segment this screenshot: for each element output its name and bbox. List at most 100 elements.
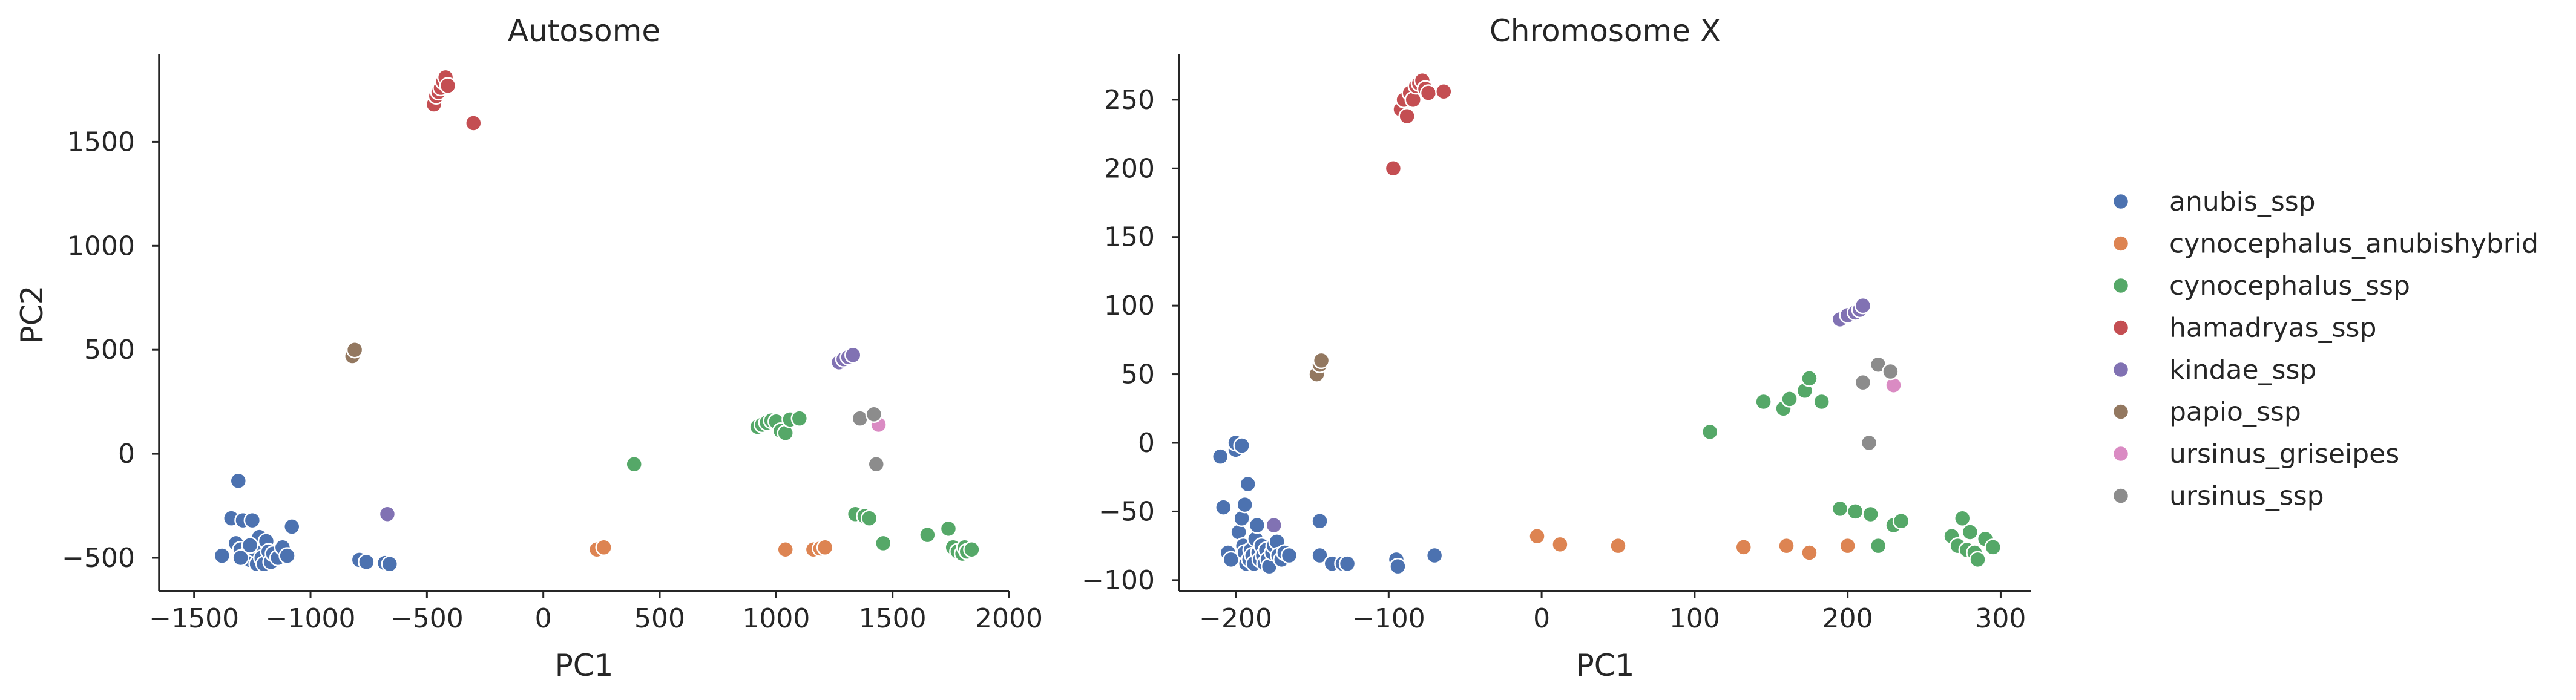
chromosome-x-x-tick-label: 100 <box>1669 603 1720 634</box>
chromosome-x-x-tick-label: −100 <box>1352 603 1425 634</box>
autosome-point-ursinus-ssp <box>865 405 883 424</box>
autosome-x-tick-label: −1500 <box>149 603 239 634</box>
chromosome-x-x-tick-label: 300 <box>1975 603 2026 634</box>
legend-label-ursinus-griseipes: ursinus_griseipes <box>2169 439 2399 469</box>
chromosome-x-point-cynocephalus-ssp <box>1869 537 1887 555</box>
chromosome-x-point-cynocephalus-anubishybrid <box>1609 537 1627 555</box>
autosome-y-tick-label: −500 <box>62 543 135 574</box>
chromosome-x-point-cynocephalus-ssp <box>1781 390 1798 408</box>
autosome-panel: Autosome −1500 −1000 −500 0 500 1000 1500 2000−… <box>15 13 1043 683</box>
legend-label-anubis-ssp: anubis_ssp <box>2169 186 2316 217</box>
chromosome-x-panel: Chromosome X −200 −100 0 100 200 300 −100 −50 0 5… <box>1082 13 2031 683</box>
chromosome-x-point-cynocephalus-ssp <box>1892 512 1910 530</box>
legend-marker-cynocephalus-ssp <box>2112 276 2130 295</box>
chromosome-x-x-tick-label: 0 <box>1533 603 1550 634</box>
autosome-x-tick-label: 1000 <box>742 603 810 634</box>
autosome-y-tick-label: 0 <box>118 439 135 469</box>
legend-label-kindae-ssp: kindae_ssp <box>2169 355 2316 385</box>
autosome-point-hamadryas-ssp <box>439 77 457 94</box>
autosome-point-cynocephalus-ssp <box>963 540 981 558</box>
autosome-x-tick-label: 1500 <box>859 603 927 634</box>
chromosome-x-point-cynocephalus-ssp <box>1969 551 1986 569</box>
chromosome-x-point-anubis-ssp <box>1236 496 1254 514</box>
chromosome-x-point-cynocephalus-anubishybrid <box>1778 537 1795 555</box>
autosome-point-anubis-ssp <box>213 547 231 564</box>
chromosome-x-x-tick-label: 200 <box>1822 603 1873 634</box>
chromosome-x-point-cynocephalus-anubishybrid <box>1839 537 1856 555</box>
autosome-point-cynocephalus-ssp <box>919 526 936 544</box>
autosome-point-ursinus-ssp <box>867 456 885 473</box>
autosome-y-tick-label: 1500 <box>67 126 135 157</box>
chromosome-x-point-cynocephalus-anubishybrid <box>1735 538 1753 556</box>
chromosome-x-x-axis-label: PC1 <box>1576 648 1635 683</box>
chromosome-x-point-cynocephalus-ssp <box>1813 393 1830 411</box>
legend-marker-anubis-ssp <box>2112 192 2130 211</box>
autosome-axes: −1500 −1000 −500 0 500 1000 1500 2000 −500 0 500 10… <box>62 54 1043 634</box>
autosome-point-cynocephalus-anubishybrid <box>595 538 613 557</box>
chromosome-x-point-kindae-ssp <box>1265 516 1283 534</box>
autosome-point-cynocephalus-anubishybrid <box>777 540 794 558</box>
chromosome-x-point-anubis-ssp <box>1215 499 1232 516</box>
chromosome-x-point-cynocephalus-ssp <box>1755 393 1772 411</box>
chromosome-x-point-cynocephalus-ssp <box>1984 538 2002 556</box>
chromosome-x-point-cynocephalus-anubishybrid <box>1801 544 1818 561</box>
autosome-x-tick-label: −1000 <box>266 603 356 634</box>
chromosome-x-x-tick-label: −200 <box>1199 603 1272 634</box>
autosome-x-tick-label: 500 <box>634 603 685 634</box>
autosome-point-anubis-ssp <box>381 555 399 573</box>
chromosome-x-point-anubis-ssp <box>1248 516 1266 534</box>
autosome-points <box>213 68 981 573</box>
chromosome-x-point-ursinus-ssp <box>1882 362 1899 381</box>
legend: anubis_ssp cynocephalus_anubishybridcynoc… <box>2112 186 2538 512</box>
legend-marker-cynocephalus-anubishybrid <box>2112 235 2130 252</box>
chromosome-x-points <box>1212 71 2002 575</box>
autosome-y-tick-label: 500 <box>84 335 135 365</box>
autosome-point-anubis-ssp <box>278 547 296 564</box>
chromosome-x-point-hamadryas-ssp <box>1384 160 1402 177</box>
legend-label-cynocephalus-anubishybrid: cynocephalus_anubishybrid <box>2169 229 2538 260</box>
chromosome-x-point-papio-ssp <box>1312 352 1330 370</box>
autosome-point-kindae-ssp <box>378 505 396 523</box>
legend-marker-papio-ssp <box>2112 403 2130 420</box>
chromosome-x-point-cynocephalus-ssp <box>1847 503 1864 520</box>
chromosome-x-point-cynocephalus-ssp <box>1862 505 1879 523</box>
chromosome-x-point-kindae-ssp <box>1854 296 1872 315</box>
chromosome-x-point-hamadryas-ssp <box>1419 84 1438 102</box>
chromosome-x-title: Chromosome X <box>1490 13 1721 48</box>
legend-label-papio-ssp: papio_ssp <box>2169 397 2301 428</box>
legend-marker-kindae-ssp <box>2112 361 2130 379</box>
autosome-point-anubis-ssp <box>243 511 261 529</box>
chromosome-x-point-cynocephalus-anubishybrid <box>1528 528 1546 545</box>
chromosome-x-point-anubis-ssp <box>1389 557 1407 575</box>
legend-label-cynocephalus-ssp: cynocephalus_ssp <box>2169 270 2410 301</box>
chromosome-x-point-cynocephalus-ssp <box>1953 509 1971 528</box>
autosome-point-anubis-ssp <box>358 553 375 571</box>
chromosome-x-point-anubis-ssp <box>1311 546 1329 564</box>
chromosome-x-y-tick-label: 100 <box>1104 290 1155 321</box>
chromosome-x-point-cynocephalus-ssp <box>1961 523 1979 541</box>
autosome-y-axis-label: PC2 <box>15 286 50 344</box>
chromosome-x-point-anubis-ssp <box>1311 512 1329 530</box>
legend-marker-ursinus-griseipes <box>2112 445 2130 463</box>
chromosome-x-y-tick-label: 250 <box>1104 85 1155 116</box>
autosome-point-cynocephalus-anubishybrid <box>816 538 834 557</box>
chromosome-x-y-tick-label: 0 <box>1138 428 1155 459</box>
chromosome-x-point-cynocephalus-anubishybrid <box>1551 535 1569 554</box>
legend-marker-hamadryas-ssp <box>2112 319 2130 336</box>
autosome-point-cynocephalus-ssp <box>875 534 892 552</box>
autosome-point-anubis-ssp <box>283 518 301 535</box>
autosome-point-kindae-ssp <box>844 346 862 364</box>
legend-label-hamadryas-ssp: hamadryas_ssp <box>2169 313 2376 344</box>
chromosome-x-point-cynocephalus-ssp <box>1701 423 1719 441</box>
chromosome-x-y-tick-label: −50 <box>1099 496 1155 527</box>
chromosome-x-point-ursinus-ssp <box>1860 434 1878 452</box>
chromosome-x-y-tick-label: 200 <box>1104 153 1155 184</box>
chromosome-x-point-cynocephalus-ssp <box>1801 370 1818 387</box>
autosome-point-cynocephalus-ssp <box>860 509 878 527</box>
autosome-point-cynocephalus-ssp <box>790 410 809 427</box>
chromosome-x-y-tick-label: 50 <box>1121 359 1155 390</box>
autosome-point-hamadryas-ssp <box>465 114 482 132</box>
autosome-x-tick-label: −500 <box>390 603 464 634</box>
chromosome-x-y-tick-label: 150 <box>1104 222 1155 253</box>
chromosome-x-axes: −200 −100 0 100 200 300 −100 −50 0 50 100 150 200 250 <box>1082 54 2031 634</box>
